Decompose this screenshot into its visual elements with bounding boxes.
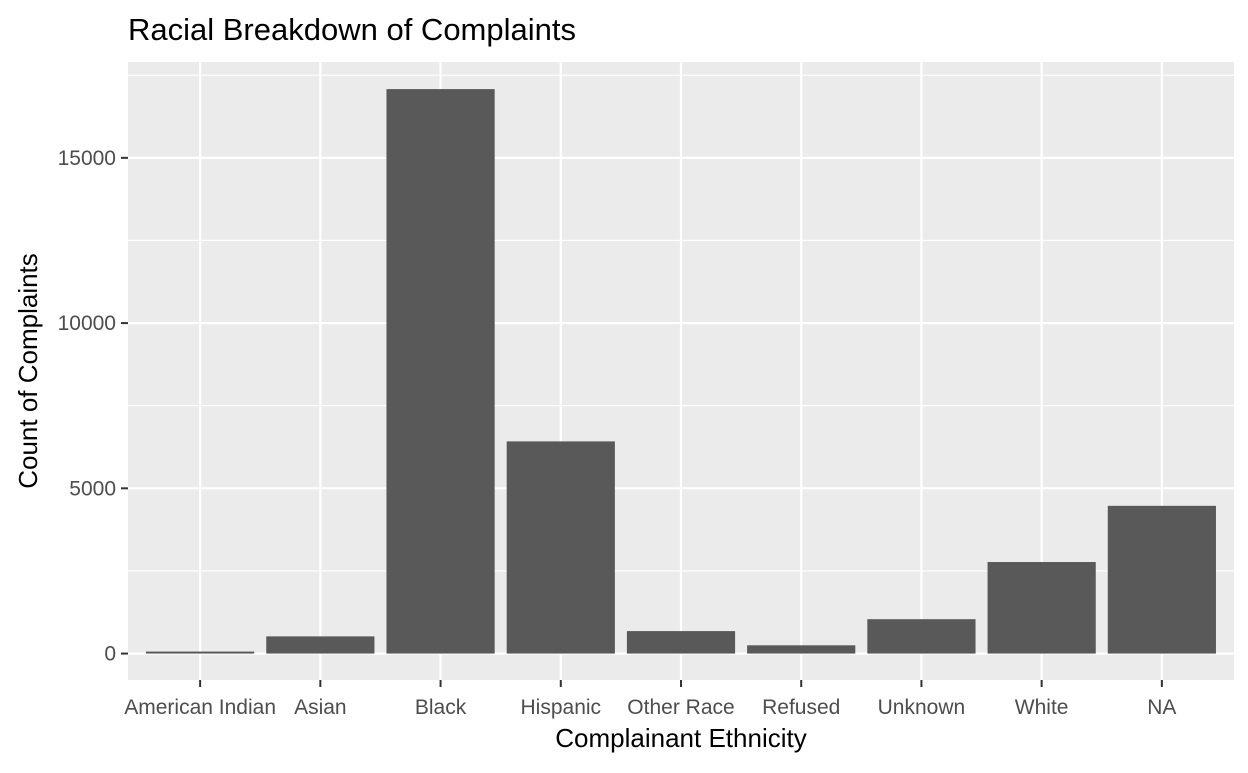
- bar: [987, 562, 1096, 654]
- x-tick-label: Other Race: [627, 696, 734, 719]
- bar: [867, 619, 976, 654]
- y-tick-label: 5000: [69, 477, 116, 500]
- y-tick-label: 10000: [58, 312, 116, 335]
- x-tick-label: Hispanic: [521, 696, 602, 719]
- bar: [506, 441, 615, 654]
- chart-title: Racial Breakdown of Complaints: [128, 12, 576, 47]
- bar: [626, 631, 736, 654]
- bar: [386, 89, 495, 654]
- x-axis: American Indian Asian Black Hispanic Other R…: [124, 680, 1176, 719]
- bar: [747, 645, 856, 654]
- x-tick-label: Refused: [762, 696, 840, 719]
- x-tick-label: American Indian: [124, 696, 276, 719]
- bar: [1107, 505, 1216, 654]
- bar: [146, 651, 255, 654]
- bar: [266, 636, 375, 654]
- y-tick-label: 0: [104, 643, 116, 666]
- x-tick-label: NA: [1147, 696, 1176, 719]
- x-tick-label: Black: [415, 696, 467, 719]
- x-axis-title: Complainant Ethnicity: [555, 723, 806, 753]
- x-tick-label: Unknown: [878, 696, 966, 719]
- y-axis: 0 5000 10000 15000: [58, 147, 128, 666]
- x-tick-label: White: [1015, 696, 1069, 719]
- bars-group: [146, 89, 1216, 654]
- y-axis-title: Count of Complaints: [13, 253, 43, 489]
- x-tick-label: Asian: [294, 696, 347, 719]
- y-tick-label: 15000: [58, 147, 116, 170]
